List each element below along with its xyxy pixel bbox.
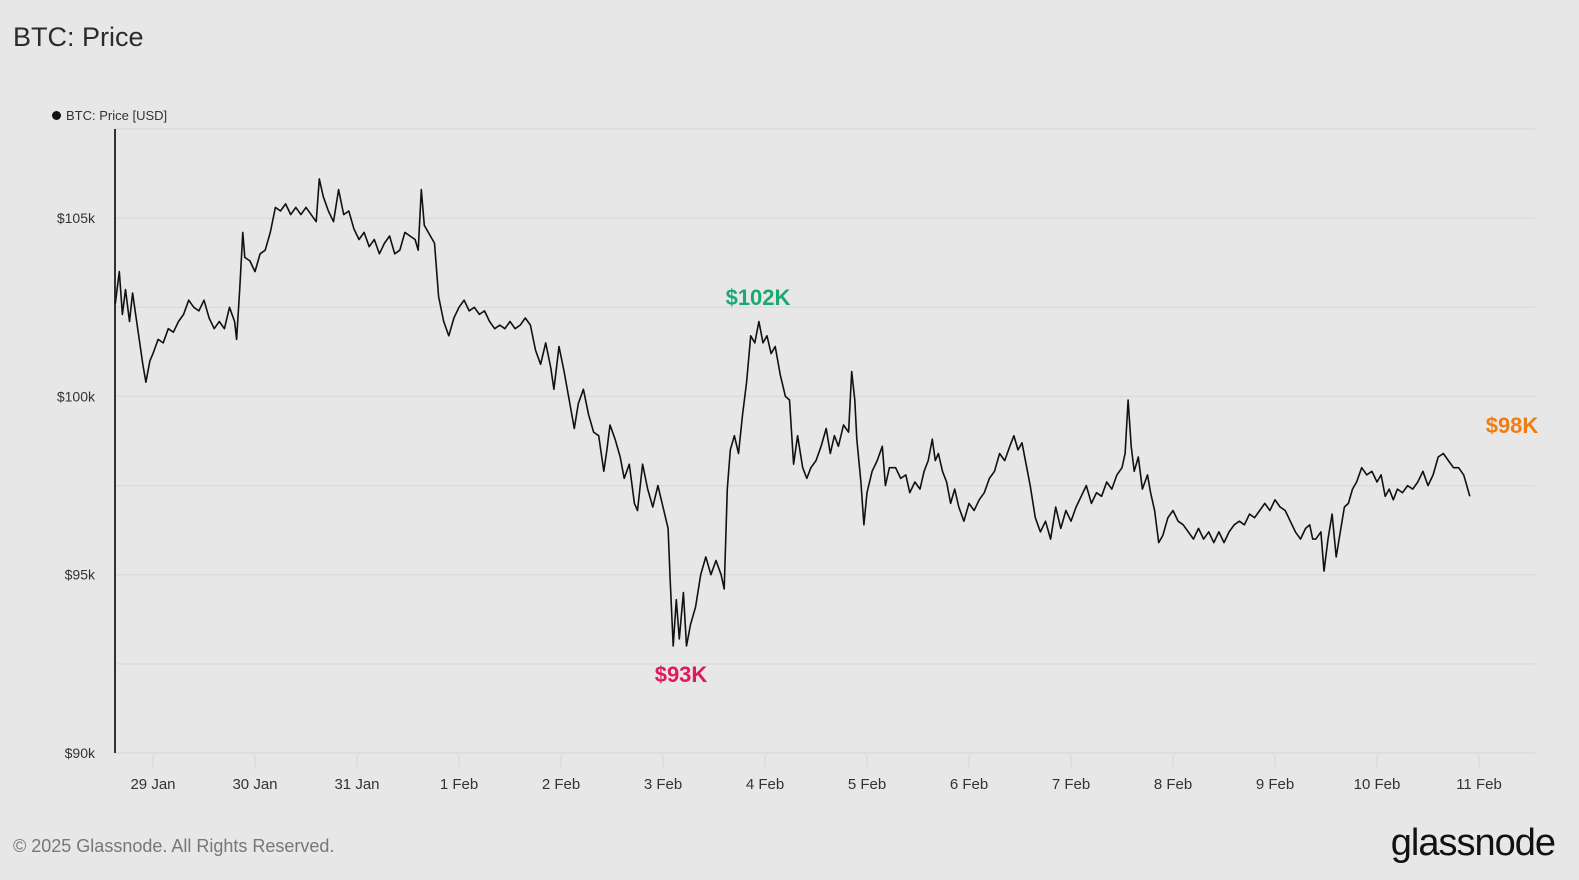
y-axis: $90k $95k $100k $105k (57, 210, 96, 761)
x-tick-label: 30 Jan (232, 776, 277, 793)
x-tick-label: 9 Feb (1256, 776, 1294, 793)
legend-dot-icon (52, 111, 61, 120)
x-tick-label: 1 Feb (440, 776, 478, 793)
x-axis: 29 Jan 30 Jan 31 Jan 1 Feb 2 Feb 3 Feb 4 Feb 5 … (130, 755, 1502, 793)
brand-logo: glassnode (1390, 822, 1556, 864)
x-tick-label: 11 Feb (1456, 776, 1502, 793)
x-tick-label: 4 Feb (746, 776, 784, 793)
y-tick-label: $100k (57, 388, 96, 404)
x-tick-label: 29 Jan (130, 776, 175, 793)
x-tick-label: 10 Feb (1354, 776, 1401, 793)
annotation-label: $102K (726, 285, 791, 310)
copyright: © 2025 Glassnode. All Rights Reserved. (13, 836, 335, 856)
grid-lines (115, 128, 1535, 754)
y-tick-label: $90k (65, 745, 96, 761)
y-tick-label: $105k (57, 210, 96, 226)
x-tick-label: 5 Feb (848, 776, 886, 793)
x-tick-label: 3 Feb (644, 776, 682, 793)
x-tick-label: 6 Feb (950, 776, 988, 793)
annotations: $102K $93K $98K (655, 285, 1539, 687)
legend[interactable]: BTC: Price [USD] (52, 108, 167, 123)
x-tick-label: 31 Jan (334, 776, 379, 793)
page-title: BTC: Price (13, 22, 144, 52)
price-line (114, 178, 1471, 647)
x-tick-label: 7 Feb (1052, 776, 1090, 793)
annotation-label: $93K (655, 662, 708, 687)
y-tick-label: $95k (65, 567, 96, 583)
x-tick-label: 8 Feb (1154, 776, 1192, 793)
legend-label: BTC: Price [USD] (66, 108, 168, 123)
x-tick-label: 2 Feb (542, 776, 580, 793)
annotation-label: $98K (1486, 413, 1539, 438)
